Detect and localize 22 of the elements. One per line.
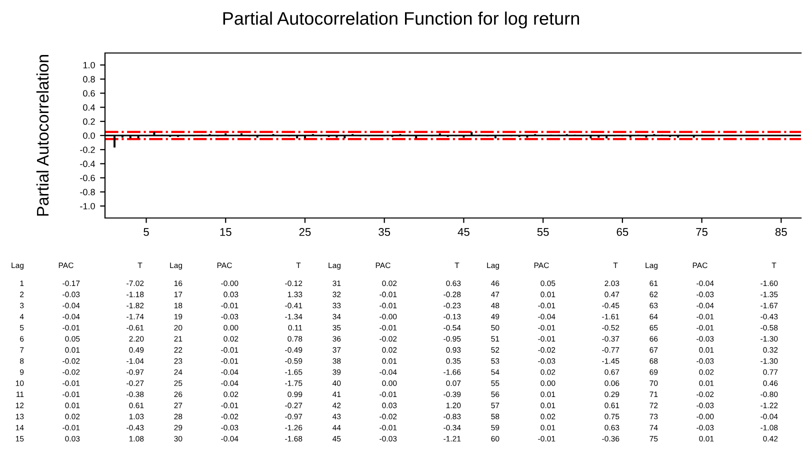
y-tick-label: 0.0 — [83, 132, 95, 139]
y-tick-label: 0.8 — [83, 76, 95, 82]
y-tick-label: -0.8 — [80, 188, 95, 196]
y-tick-label: -1.0 — [80, 202, 95, 210]
x-tick-label: 65 — [616, 228, 628, 236]
y-tick-label: 1.0 — [83, 62, 95, 68]
x-tick-label: 55 — [537, 228, 549, 236]
y-tick-label: -0.4 — [80, 160, 96, 168]
x-tick-label: 45 — [458, 228, 470, 236]
y-tick-label: 0.2 — [83, 118, 95, 125]
x-tick-label: 25 — [299, 228, 311, 236]
chart-title: Partial Autocorrelation Function for log return — [223, 12, 579, 28]
x-tick-label: 75 — [696, 228, 708, 236]
x-tick-label: 85 — [775, 228, 787, 236]
y-tick-label: -0.2 — [80, 146, 95, 153]
y-tick-label: 0.4 — [83, 104, 96, 111]
y-tick-label: 0.6 — [83, 90, 95, 97]
x-tick-label: 5 — [144, 228, 149, 236]
y-axis-title: Partial Autocorrelation — [36, 55, 49, 216]
x-tick-label: 35 — [378, 228, 390, 236]
y-tick-label: -0.6 — [80, 174, 95, 182]
x-tick-label: 15 — [220, 228, 232, 236]
